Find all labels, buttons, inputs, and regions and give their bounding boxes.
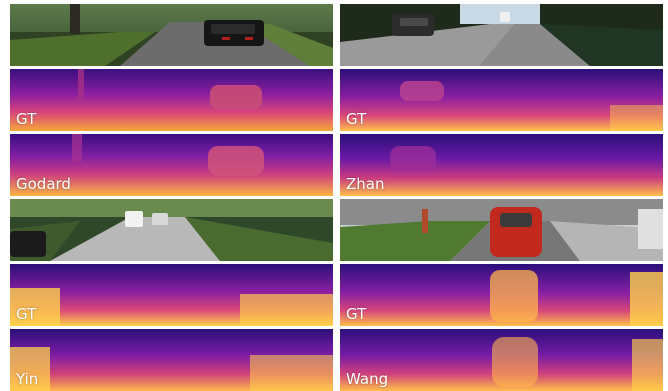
panel-label: GT	[16, 110, 37, 128]
depth-map-pred-top-right: Zhan	[340, 134, 663, 196]
depth-map-gt-bottom-left: GT	[10, 264, 333, 326]
photo-street-top-right	[340, 4, 663, 66]
panel-label: Wang	[346, 370, 389, 388]
panel-label: GT	[346, 110, 367, 128]
depth-map-gt-top-right: GT	[340, 69, 663, 131]
photo-street-top-left	[10, 4, 333, 66]
panel-label: Yin	[16, 370, 39, 388]
panel-label: GT	[346, 305, 367, 323]
photo-street-bottom-left	[10, 199, 333, 261]
panel-label: GT	[16, 305, 37, 323]
depth-map-pred-bottom-left: Yin	[10, 329, 333, 391]
photo-street-bottom-right	[340, 199, 663, 261]
depth-map-pred-bottom-right: Wang	[340, 329, 663, 391]
panel-label: Godard	[16, 175, 71, 193]
panel-label: Zhan	[346, 175, 385, 193]
depth-map-gt-bottom-right: GT	[340, 264, 663, 326]
depth-map-pred-top-left: Godard	[10, 134, 333, 196]
depth-map-gt-top-left: GT	[10, 69, 333, 131]
